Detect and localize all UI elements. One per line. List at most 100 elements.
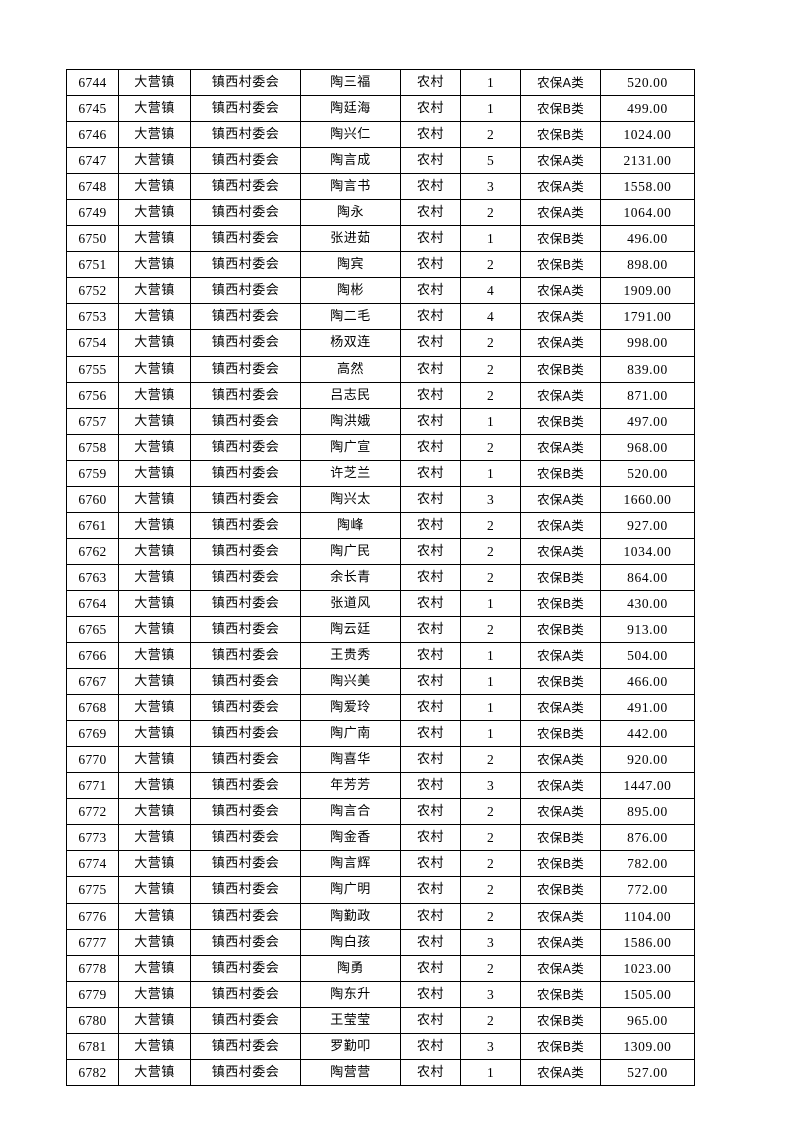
table-row: 6780 大营镇 镇西村委会 王莹莹 农村 2 农保B类 965.00 [66,1006,695,1034]
cell-village: 镇西村委会 [190,277,301,305]
cell-village: 镇西村委会 [190,563,301,591]
cell-amount: 920.00 [600,746,695,774]
cell-count: 1 [460,459,521,487]
cell-seq: 6780 [66,1006,119,1034]
cell-type: 农村 [400,902,461,930]
cell-count: 2 [460,876,521,904]
cell-village: 镇西村委会 [190,746,301,774]
cell-type: 农村 [400,694,461,722]
table-row: 6748 大营镇 镇西村委会 陶言书 农村 3 农保A类 1558.00 [66,173,695,201]
cell-name: 张道风 [300,589,401,617]
cell-village: 镇西村委会 [190,954,301,982]
table-row: 6767 大营镇 镇西村委会 陶兴美 农村 1 农保B类 466.00 [66,668,695,696]
cell-category: 农保B类 [520,355,601,383]
cell-town: 大营镇 [118,902,191,930]
cell-seq: 6777 [66,928,119,956]
cell-village: 镇西村委会 [190,225,301,253]
cell-seq: 6754 [66,329,119,357]
cell-name: 年芳芳 [300,772,401,800]
cell-name: 罗勤叩 [300,1032,401,1060]
table-row: 6773 大营镇 镇西村委会 陶金香 农村 2 农保B类 876.00 [66,824,695,852]
cell-seq: 6752 [66,277,119,305]
cell-name: 陶彬 [300,277,401,305]
cell-town: 大营镇 [118,303,191,331]
cell-town: 大营镇 [118,277,191,305]
cell-village: 镇西村委会 [190,381,301,409]
cell-town: 大营镇 [118,954,191,982]
cell-amount: 782.00 [600,850,695,878]
cell-amount: 2131.00 [600,147,695,175]
cell-amount: 876.00 [600,824,695,852]
cell-seq: 6778 [66,954,119,982]
cell-seq: 6782 [66,1058,119,1086]
cell-category: 农保A类 [520,68,601,97]
cell-type: 农村 [400,642,461,670]
cell-seq: 6755 [66,355,119,383]
roster-table-container: 6744 大营镇 镇西村委会 陶三福 农村 1 农保A类 520.00 6745 大营镇 镇西村委会… [66,68,695,1086]
cell-type: 农村 [400,928,461,956]
cell-type: 农村 [400,433,461,461]
cell-town: 大营镇 [118,355,191,383]
cell-name: 陶言辉 [300,850,401,878]
cell-seq: 6775 [66,876,119,904]
cell-type: 农村 [400,355,461,383]
cell-amount: 1064.00 [600,199,695,227]
cell-village: 镇西村委会 [190,173,301,201]
cell-town: 大营镇 [118,642,191,670]
cell-village: 镇西村委会 [190,121,301,149]
cell-count: 1 [460,95,521,123]
cell-amount: 1309.00 [600,1032,695,1060]
cell-count: 2 [460,824,521,852]
table-row: 6745 大营镇 镇西村委会 陶廷海 农村 1 农保B类 499.00 [66,95,695,123]
table-row: 6766 大营镇 镇西村委会 王贵秀 农村 1 农保A类 504.00 [66,642,695,670]
cell-seq: 6781 [66,1032,119,1060]
cell-count: 2 [460,1006,521,1034]
cell-category: 农保A类 [520,954,601,982]
cell-category: 农保B类 [520,407,601,435]
table-row: 6782 大营镇 镇西村委会 陶营营 农村 1 农保A类 527.00 [66,1058,695,1086]
cell-count: 2 [460,355,521,383]
cell-count: 2 [460,199,521,227]
cell-count: 1 [460,225,521,253]
cell-type: 农村 [400,668,461,696]
table-row: 6781 大营镇 镇西村委会 罗勤叩 农村 3 农保B类 1309.00 [66,1032,695,1060]
cell-town: 大营镇 [118,1032,191,1060]
cell-amount: 504.00 [600,642,695,670]
cell-town: 大营镇 [118,772,191,800]
cell-seq: 6767 [66,668,119,696]
cell-seq: 6751 [66,251,119,279]
cell-type: 农村 [400,147,461,175]
cell-category: 农保A类 [520,928,601,956]
cell-amount: 499.00 [600,95,695,123]
cell-seq: 6768 [66,694,119,722]
roster-table: 6744 大营镇 镇西村委会 陶三福 农村 1 农保A类 520.00 6745 大营镇 镇西村委会… [66,68,695,1086]
cell-count: 1 [460,642,521,670]
cell-amount: 1586.00 [600,928,695,956]
cell-type: 农村 [400,589,461,617]
cell-town: 大营镇 [118,68,191,97]
cell-village: 镇西村委会 [190,589,301,617]
cell-category: 农保A类 [520,433,601,461]
cell-category: 农保A类 [520,537,601,565]
cell-count: 1 [460,668,521,696]
cell-town: 大营镇 [118,433,191,461]
cell-count: 2 [460,615,521,644]
table-row: 6752 大营镇 镇西村委会 陶彬 农村 4 农保A类 1909.00 [66,277,695,305]
cell-type: 农村 [400,511,461,539]
cell-amount: 839.00 [600,355,695,383]
cell-amount: 1034.00 [600,537,695,565]
cell-type: 农村 [400,173,461,201]
cell-village: 镇西村委会 [190,798,301,826]
table-row: 6762 大营镇 镇西村委会 陶广民 农村 2 农保A类 1034.00 [66,537,695,565]
cell-name: 陶永 [300,199,401,227]
cell-seq: 6745 [66,95,119,123]
cell-village: 镇西村委会 [190,850,301,878]
cell-seq: 6744 [66,68,119,97]
cell-amount: 496.00 [600,225,695,253]
cell-village: 镇西村委会 [190,772,301,800]
cell-village: 镇西村委会 [190,876,301,904]
cell-village: 镇西村委会 [190,329,301,357]
cell-count: 2 [460,746,521,774]
cell-type: 农村 [400,199,461,227]
cell-town: 大营镇 [118,615,191,644]
